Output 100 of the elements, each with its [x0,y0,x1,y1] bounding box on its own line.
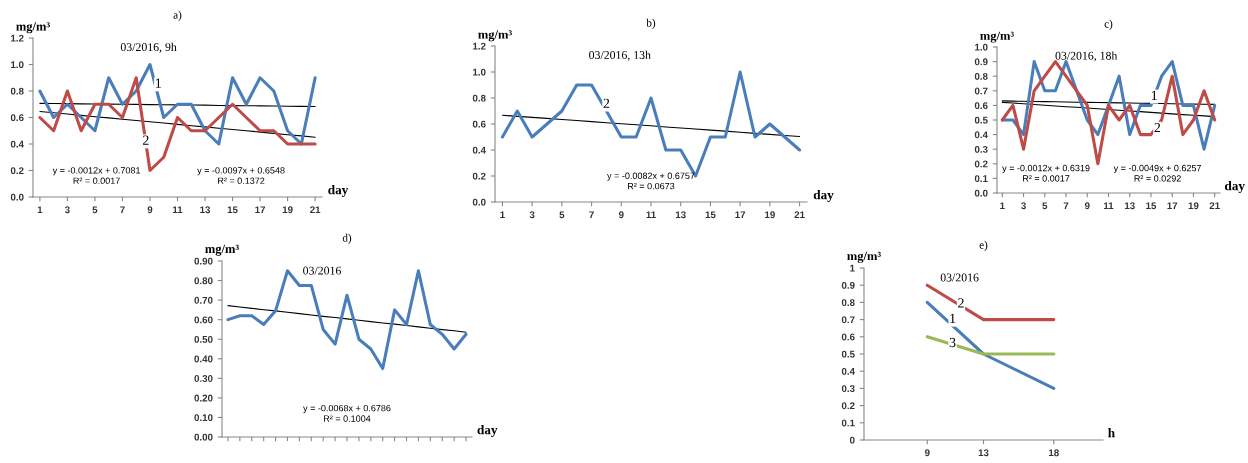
annotation: 3 [949,337,956,348]
annotation: y = -0.0082x + 0.6757 R² = 0.0673 [607,172,695,190]
x-axis-title: day [813,190,834,202]
x-axis-title: day [477,425,498,437]
x-tick-label: 9 [924,449,930,457]
y-tick-label: 0.0 [472,198,486,206]
y-tick-label: 0.9 [974,58,988,66]
x-tick-label: 5 [92,206,98,214]
x-tick-label: 1 [1000,202,1005,210]
y-tick-label: 0.2 [10,167,24,175]
y-tick-label: 0.1 [841,419,855,427]
annotation: y = -0.0068x + 0.6786 R² = 0.1004 [303,404,391,422]
y-tick-label: 0.8 [974,72,988,80]
annotation: y = -0.0012x + 0.7081 R² = 0.0017 [52,167,141,184]
y-axis-title: mg/m³ [205,244,239,256]
x-tick-label: 13 [1124,202,1135,210]
x-tick-label: 7 [120,206,125,214]
y-tick-label: 0.4 [841,367,855,375]
x-tick-label: 1 [37,206,43,214]
y-axis-title: mg/m³ [16,22,50,34]
y-tick-label: 0.6 [974,102,988,110]
y-tick-label: 1.0 [975,43,988,51]
y-tick-label: 0.9 [841,281,855,289]
annotation: 1 [950,313,956,323]
y-tick-label: 0.6 [10,114,24,122]
chart-subtitle: 03/2016, 9h [120,42,177,53]
y-tick-label: 0.1 [974,175,988,183]
y-tick-label: 0.7 [841,316,855,324]
y-tick-label: 0.4 [472,146,486,154]
y-tick-label: 0.50 [194,335,213,343]
y-tick-label: 0.40 [194,355,213,363]
y-tick-label: 0 [849,436,855,444]
y-tick-label: 0.8 [472,94,486,102]
y-axis-title: mg/m³ [478,30,512,42]
chart-title: b) [646,18,656,29]
y-tick-label: 0.2 [841,402,855,410]
x-tick-label: 15 [1146,202,1157,210]
x-tick-label: 18 [1049,449,1059,457]
x-axis-title: h [1108,428,1115,438]
y-tick-label: 0.5 [974,116,988,124]
y-tick-label: 1 [850,264,855,272]
annotation: 2 [603,98,610,108]
annotation: 1 [155,78,161,88]
x-tick-label: 15 [227,206,238,214]
x-tick-label: 11 [172,206,183,214]
chart-subtitle: 03/2016 [303,266,341,275]
y-tick-label: 0.20 [194,394,213,402]
x-tick-label: 17 [255,206,266,214]
y-tick-label: 0.30 [194,375,213,382]
x-tick-label: 11 [1103,202,1114,210]
x-tick-label: 9 [1084,202,1090,210]
x-tick-label: 19 [282,206,293,214]
y-axis-title: mg/m³ [980,31,1014,43]
y-tick-label: 0.3 [841,385,855,393]
chart-title: a) [173,10,182,21]
y-tick-label: 1.0 [11,61,24,69]
x-tick-label: 3 [1021,202,1026,210]
x-tick-label: 21 [1209,202,1220,210]
y-tick-label: 0.6 [472,120,486,128]
x-tick-label: 3 [529,211,535,219]
annotation: 2 [142,135,149,145]
x-tick-label: 3 [64,206,70,214]
x-tick-label: 15 [705,211,716,219]
y-tick-label: 0.0 [10,193,24,201]
annotation: y = -0.0012x + 0.6319 R² = 0.0017 [1002,164,1090,182]
y-tick-label: 0.3 [974,145,988,153]
y-tick-label: 0.0 [974,189,988,197]
x-tick-label: 17 [735,211,746,219]
y-tick-label: 0.4 [10,140,24,148]
x-tick-label: 11 [646,211,656,219]
x-tick-label: 5 [559,211,565,219]
y-tick-label: 0.6 [841,333,855,341]
x-tick-label: 5 [1042,202,1048,210]
y-tick-label: 0.90 [194,257,213,265]
y-tick-label: 0.5 [841,350,855,358]
y-axis-title: mg/m³ [847,251,881,263]
x-tick-label: 13 [978,449,989,457]
y-tick-label: 1.2 [473,42,486,50]
annotation: 2 [958,298,964,308]
y-tick-label: 0.8 [841,299,855,307]
y-tick-label: 0.7 [974,87,988,95]
x-tick-label: 13 [675,211,686,219]
chart-title: e) [979,240,988,251]
y-tick-label: 0.60 [194,316,213,324]
chart-title: c) [1104,19,1113,30]
y-tick-label: 0.10 [194,414,213,422]
y-tick-label: 0.8 [10,87,24,95]
x-tick-label: 19 [765,211,775,219]
x-axis-title: day [328,185,349,197]
annotation: y = -0.0049x + 0.6257 R² = 0.0292 [1113,164,1202,182]
chart-subtitle: 03/2016, 13h [589,50,651,61]
x-tick-label: 9 [147,206,153,214]
y-tick-label: 0.2 [472,172,486,180]
y-tick-label: 0.2 [974,160,988,168]
x-tick-label: 19 [1188,202,1199,210]
y-tick-label: 1.0 [473,68,486,76]
annotation: y = -0.0097x + 0.6548 R² = 0.1372 [197,167,285,184]
y-tick-label: 0.4 [974,131,988,139]
x-tick-label: 1 [500,211,505,219]
chart-title: d) [342,233,352,244]
